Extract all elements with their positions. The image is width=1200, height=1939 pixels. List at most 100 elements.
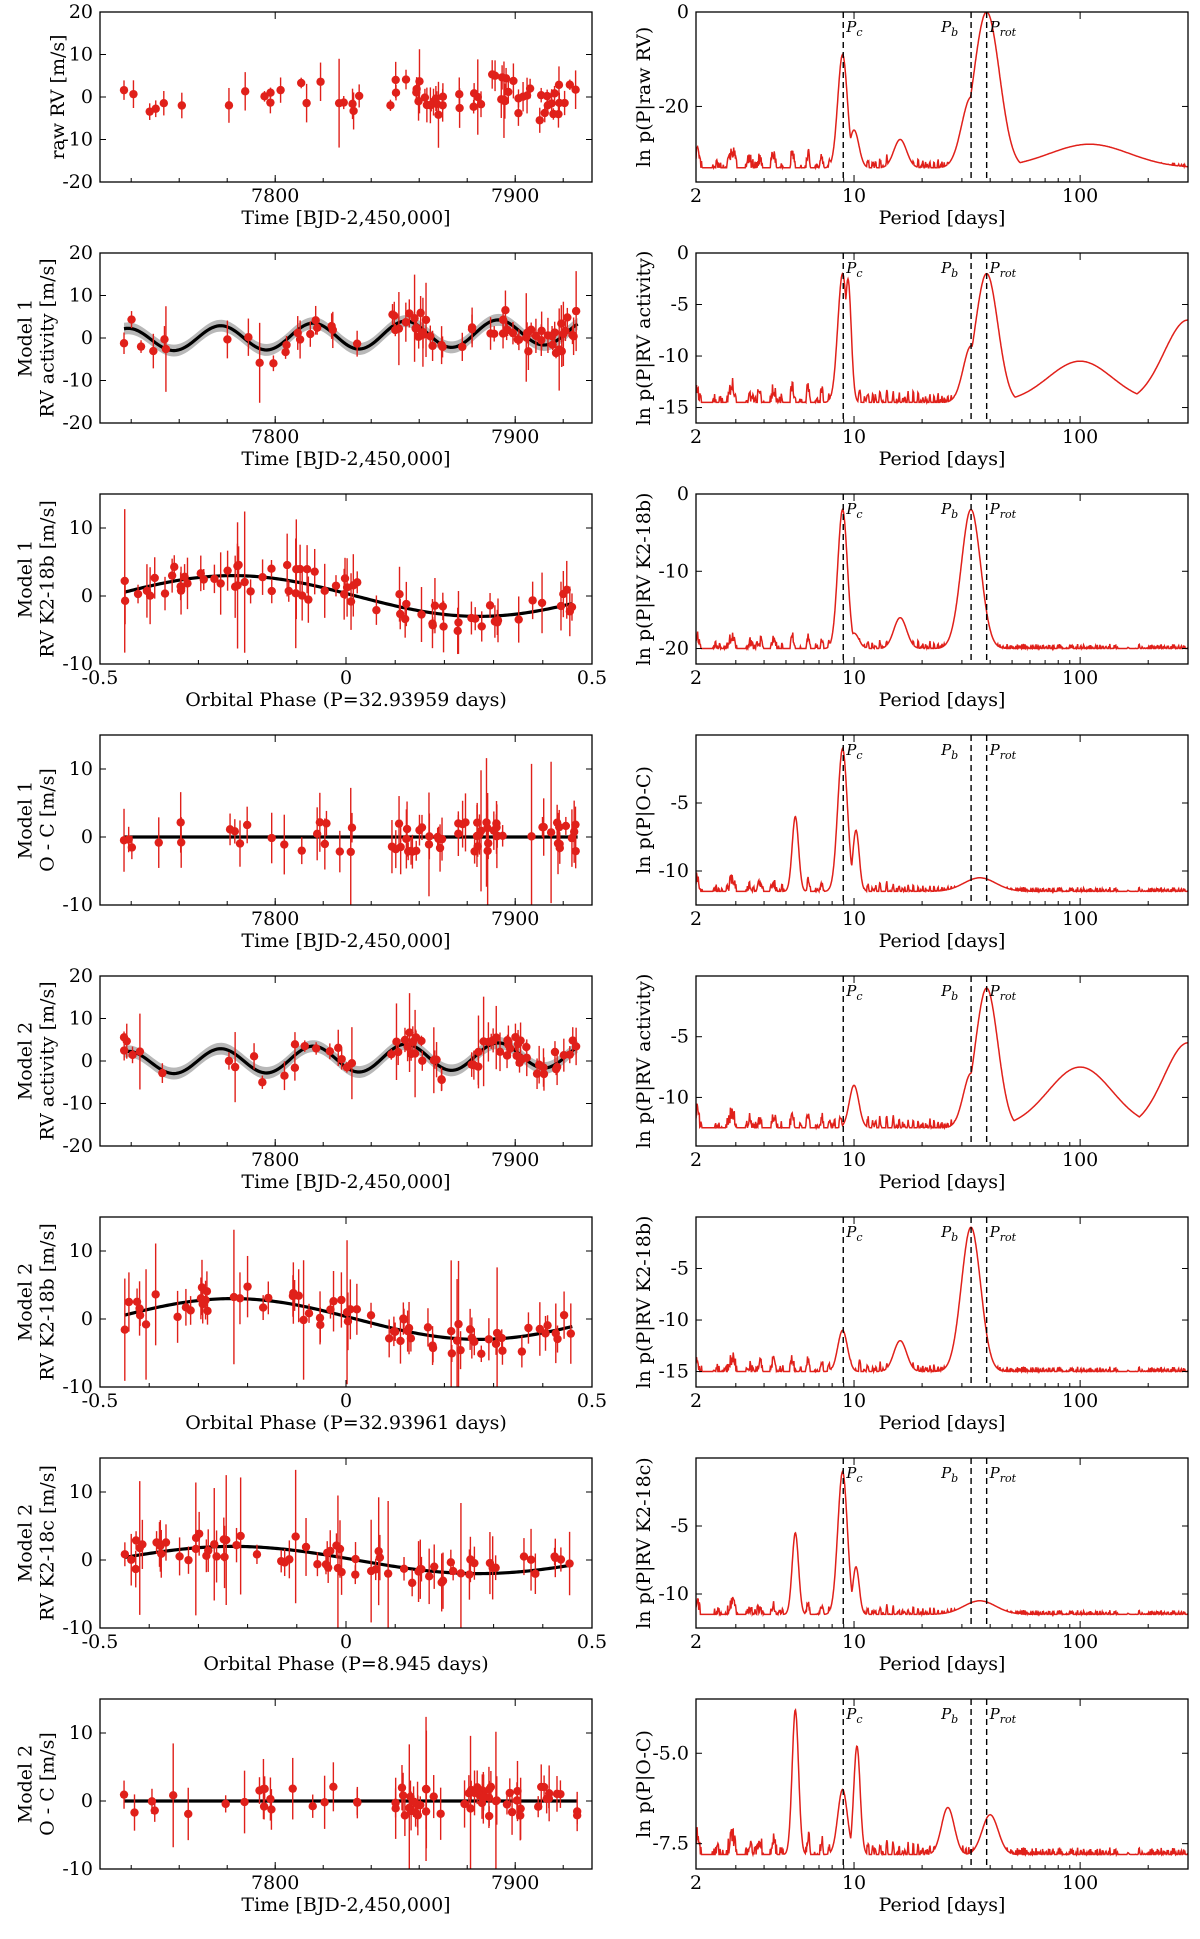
rv-point [258,1078,267,1087]
rv-point [429,1056,439,1065]
rv-point [466,1555,475,1564]
rv-point [540,108,549,118]
rv-point [219,1535,228,1544]
x-tick-label: 100 [1062,1872,1098,1894]
rv-point [157,1549,166,1559]
rv-point [391,1804,400,1813]
plot-frame [695,252,1189,424]
rv-point [346,847,355,857]
y-tick-label: 0 [81,1549,93,1571]
rv-point [223,335,232,344]
period-marker-subscript: rot [1000,1231,1017,1244]
rv-point [522,1053,531,1062]
rv-point [534,1802,543,1811]
rv-point [141,1320,151,1329]
rv-point [131,1564,140,1574]
y-tick-label: -10 [62,1858,93,1880]
period-marker-label-c: Pc [845,1705,862,1726]
rv-point [475,830,484,839]
rv-point [310,567,319,576]
rv-point [220,1552,229,1562]
rv-point [430,1562,439,1571]
y-axis-label-line-2: RV K2-18b [m/s] [36,1223,58,1380]
rv-point [438,602,448,611]
rv-point [503,1036,512,1045]
rv-point [386,101,395,110]
plot-frame [695,734,1189,906]
rv-point [492,819,501,828]
rv-point [127,315,136,324]
plot-frame [695,975,1189,1147]
rv-point [552,1062,562,1072]
period-marker-subscript: c [856,1231,862,1244]
rv-point [501,306,510,315]
rv-point [412,846,421,856]
rv-point [406,1334,416,1343]
rv-point [522,1042,531,1052]
rv-point [224,101,234,110]
period-marker-subscript: c [856,1472,862,1485]
period-marker-label-c: Pc [845,500,862,521]
rv-point [258,1303,268,1312]
rv-point [267,564,276,573]
rv-point [469,89,479,98]
rv-point [390,1327,400,1336]
periodogram-plot-area [696,1470,1188,1618]
period-marker-label-b: Pb [940,1464,958,1485]
rv-point [320,586,329,596]
rv-point [277,1556,286,1566]
rv-point [124,835,133,844]
rv-point [131,1536,141,1545]
period-marker-symbol: P [989,500,1001,518]
rv-point [461,818,470,827]
x-tick-label: 7900 [491,1872,539,1894]
x-tick-label: 7800 [251,185,299,207]
rv-point [512,1051,521,1060]
period-marker-symbol: P [940,741,952,759]
rv-point [514,615,523,624]
periodogram-plot-area [696,272,1188,406]
rv-point [501,74,511,83]
y-tick-label: -10 [62,894,93,916]
rv-point [267,586,276,596]
rv-point [186,1306,195,1315]
rv-point [230,1062,240,1072]
rv-point [311,1044,321,1053]
rv-point [476,100,486,109]
rv-point [391,75,400,85]
rv-point [458,342,467,352]
rv-point [334,98,344,108]
y-tick-label: 0 [81,585,93,607]
period-marker-subscript: c [856,749,862,762]
y-tick-label: -20 [62,412,93,434]
x-tick-label: 7900 [491,426,539,448]
periodogram-curve [696,1470,1188,1618]
x-tick-label: 0 [340,667,352,689]
y-tick-label: -10 [658,1309,689,1331]
period-marker-symbol: P [845,741,857,759]
x-axis-label: Orbital Phase (P=8.945 days) [203,1653,488,1675]
rv-point [232,1540,241,1550]
period-marker-subscript: b [951,26,958,39]
rv-point [399,1564,409,1574]
rv-point [513,335,522,344]
period-marker-label-rot: Prot [989,18,1017,39]
y-tick-label: 20 [69,242,93,264]
period-marker-symbol: P [989,1223,1001,1241]
rv-point [417,610,426,619]
rv-point [404,847,413,856]
rv-point [354,91,364,101]
rv-point [311,316,320,325]
rv-point [484,1811,494,1821]
rv-point [399,1315,409,1324]
rv-point [415,825,424,835]
y-tick-label: 0 [81,826,93,848]
rv-point [508,328,518,338]
rv-point [184,1555,193,1565]
rv-point [180,572,189,581]
x-tick-label: 100 [1062,1390,1098,1412]
x-tick-label: -0.5 [82,1631,119,1653]
